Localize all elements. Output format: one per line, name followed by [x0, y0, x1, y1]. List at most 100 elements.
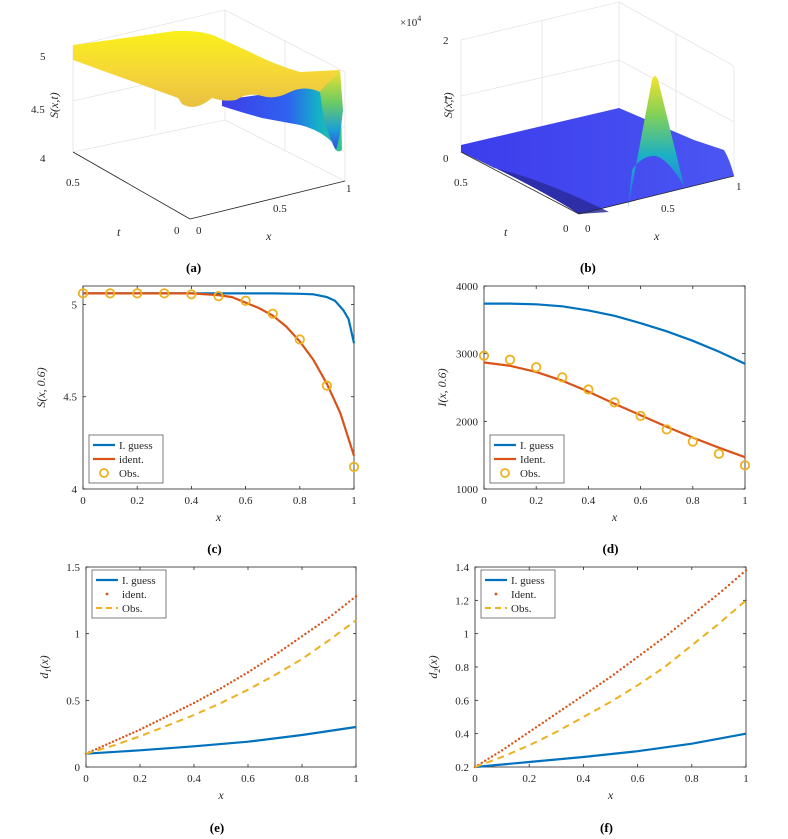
panel-d-series-ident-line	[483, 361, 746, 459]
panel-e-series-ident-dot	[351, 597, 354, 601]
panel-c-series-obs-marker	[105, 288, 116, 299]
panel-f-series-ident-dot	[500, 749, 504, 752]
panel-a-xtick-1: 1	[346, 183, 352, 195]
panel-f-series-ident-dot	[639, 653, 643, 656]
panel-e-series-ident-dot	[202, 696, 206, 699]
panel-f-series-ident-dot	[643, 650, 646, 654]
panel-e-series-ident-dot	[209, 692, 213, 696]
panel-f-series-ident-dot	[561, 707, 565, 711]
panel-e-series-ident-dot	[179, 708, 182, 711]
panel-e-series-ident-dot	[324, 618, 327, 622]
panel-b-xlabel: x	[653, 229, 660, 243]
panel-c-legend-obs-label: Obs.	[119, 468, 140, 480]
panel-e-series-ident-dot	[121, 735, 125, 739]
panel-b-x-axis	[578, 175, 735, 215]
panel-e-series-ident-dot	[128, 732, 132, 736]
panel-e-series-ident-dot	[165, 715, 169, 718]
panel-e-series-ident-dot	[105, 743, 108, 746]
panel-e-series-ident-dot	[341, 605, 344, 609]
panel-d-series-obs-marker	[505, 354, 516, 365]
panel-b-exponent: ×104	[400, 14, 421, 29]
panel-f-series-ident-dot	[683, 619, 687, 622]
panel-e-legend-obs-label: Obs.	[122, 603, 143, 615]
panel-a-ttick-0: 0	[174, 225, 180, 237]
panel-e-series-ident-dot	[287, 644, 290, 647]
panel-a-ztick-5: 5	[40, 51, 46, 63]
panel-e-series-ident-dot	[101, 744, 105, 748]
panel-f-series-ident-dot	[616, 670, 619, 674]
panel-f-legend-i-guess-label: I. guess	[511, 575, 545, 587]
panel-f-legend-obs-label: Obs.	[511, 603, 532, 615]
panel-e-series-ident-dot	[169, 713, 172, 716]
panel-d-ytick-label: 2000	[456, 416, 479, 428]
panel-e-xlabel: x	[217, 788, 224, 802]
panel-f-series-ident-dot	[524, 733, 528, 736]
panel-f-series-ident-dot	[734, 577, 738, 581]
panel-f-ytick-label: 0.8	[455, 662, 469, 674]
panel-f-xtick-label: 0.8	[685, 773, 699, 785]
panel-a-surface-upper	[73, 30, 340, 107]
panel-a-t-axis	[72, 151, 191, 220]
panel-d-series-obs-marker	[661, 424, 672, 435]
panel-f-series-ident-dot	[575, 698, 578, 702]
panel-a-surface-lower	[222, 74, 342, 152]
panel-c-legend-obs-swatch	[99, 468, 109, 478]
panel-f-series-ident-dot	[487, 757, 490, 760]
panel-f-ytick-label: 1.4	[455, 562, 469, 574]
panel-f-series-ident-dot	[704, 603, 707, 606]
panel-c-xtick-label: 0.4	[185, 495, 199, 507]
panel-e-series-ident-dot	[216, 688, 219, 692]
panel-f-series-ident-dot	[521, 735, 524, 738]
panel-f-series-ident-dot	[490, 755, 494, 758]
panel-e-xtick-label: 0.8	[295, 773, 309, 785]
panel-e-series-ident-dot	[294, 639, 297, 643]
panel-c-series-ident-line	[83, 292, 356, 457]
panel-e-series-ident-dot	[132, 731, 135, 734]
panel-e-series-ident-dot	[321, 621, 324, 624]
panel-b-tlabel: t	[504, 225, 508, 239]
panel-f-series-ident-dot	[717, 592, 721, 595]
panel-b-surface-plot: ×104 2 1 0 0.5 0 0 0.5 1 S(x,t) t x (b)	[400, 1, 742, 275]
panel-e-legend-box	[91, 569, 167, 619]
panel-f-series-ident-dot	[738, 574, 741, 578]
panel-f-ytick-label: 1.2	[455, 595, 469, 607]
panel-d-legend-ident-label: Ident.	[520, 454, 546, 466]
panel-f-series-ident-dot	[670, 630, 673, 633]
panel-f-series-ident-dot	[551, 714, 555, 718]
panel-f-series-ident-dot	[531, 728, 534, 731]
panel-e-series-ident-dot	[148, 723, 152, 726]
panel-e-series-ident-dot	[229, 681, 233, 684]
panel-e-series-ident-dot	[280, 649, 283, 652]
panel-c-ytick-label: 4	[72, 484, 78, 496]
panel-f-series-ident-dot	[504, 746, 507, 750]
panel-a-ztick-4: 4	[40, 153, 46, 165]
panel-b-surface-peak	[628, 76, 684, 208]
panel-f-series-ident-dot	[727, 583, 731, 587]
panel-b-surface-base	[461, 108, 734, 214]
panel-d-series-i-guess-line	[484, 302, 746, 365]
panel-a-x-axis	[189, 180, 346, 220]
panel-e-series-ident-dot	[327, 616, 331, 619]
panel-e-ylabel: d1(x)	[37, 655, 53, 678]
panel-f-series-ident-dot	[653, 643, 656, 646]
panel-e-series-ident-dot	[253, 666, 256, 670]
panel-f-series-ident-dot	[636, 655, 639, 659]
panel-e-series-ident-dot	[219, 687, 223, 690]
panel-c-series-obs-marker	[294, 334, 305, 345]
panel-e-series-ident-dot	[152, 721, 155, 725]
panel-f-xtick-label: 1	[743, 773, 749, 785]
panel-d-series-obs-marker	[635, 410, 646, 422]
panel-b-surface-front-edge	[461, 152, 609, 214]
panel-c-series-obs-marker	[321, 380, 332, 391]
panel-e-series-ident-dot	[290, 642, 294, 645]
panel-e-series-ident-dot	[273, 653, 277, 657]
panel-e-xtick-label: 0.2	[133, 773, 147, 785]
panel-e-series-ident-dot	[337, 608, 341, 611]
panel-f-series-ident-dot	[744, 569, 748, 572]
panel-e-ytick-label: 1	[75, 629, 81, 641]
panel-d-series-obs-marker	[687, 436, 698, 447]
panel-e-series-ident-dot	[213, 690, 216, 694]
panel-e-series-ident-dot	[334, 611, 337, 614]
panel-e-series-ident-dot	[145, 725, 148, 728]
panel-f-series-ident-dot	[548, 717, 551, 720]
